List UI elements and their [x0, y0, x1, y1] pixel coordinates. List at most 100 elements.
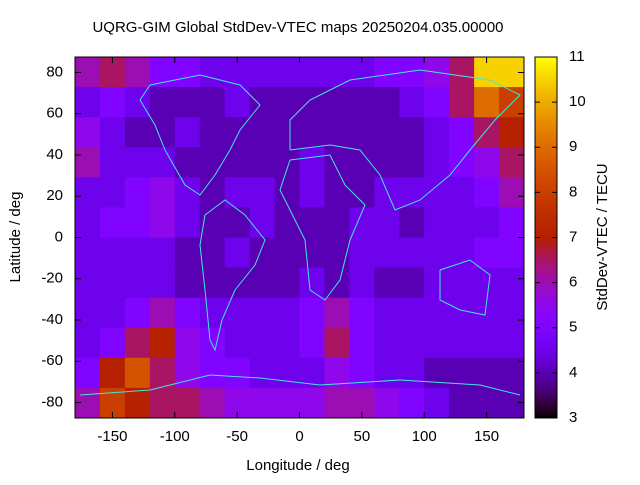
heatmap-cell — [249, 57, 276, 88]
coastlines — [79, 69, 521, 396]
heatmap-cell — [324, 57, 350, 88]
heatmap-cell — [299, 327, 325, 359]
heatmap-cell — [174, 357, 201, 389]
heatmap-cell — [374, 87, 400, 118]
heatmap-cell — [75, 387, 101, 419]
heatmap-cell — [149, 267, 176, 299]
colorbar-tick-label: 6 — [569, 274, 577, 291]
heatmap-cell — [349, 327, 375, 359]
heatmap-cell — [149, 147, 176, 178]
coastline — [279, 154, 366, 301]
heatmap-cell — [349, 237, 375, 269]
heatmap-cell — [324, 387, 350, 419]
heatmap-cell — [299, 297, 325, 329]
heatmap-cell — [499, 267, 525, 299]
heatmap-cell — [374, 387, 400, 419]
y-tick-label: 40 — [46, 146, 63, 163]
heatmap-cell — [174, 57, 201, 88]
heatmap-cell — [424, 357, 450, 389]
y-axis-label: Latitude / deg — [7, 192, 24, 283]
heatmap-cell — [274, 267, 300, 299]
coastline — [79, 374, 521, 396]
heatmap-cell — [424, 297, 450, 329]
heatmap-cell — [249, 387, 276, 419]
heatmap-cell — [374, 117, 400, 148]
heatmap-cell — [324, 117, 350, 148]
heatmap-cell — [224, 207, 251, 238]
y-tick-label: -20 — [41, 270, 63, 287]
coastline — [439, 259, 491, 316]
heatmap-cell — [224, 357, 251, 389]
heatmap-cell — [374, 297, 400, 329]
heatmap-cell — [274, 207, 300, 238]
coastline — [289, 69, 521, 211]
heatmap-cell — [274, 357, 300, 389]
heatmap-cell — [274, 87, 300, 118]
heatmap-cell — [174, 117, 201, 148]
heatmap-cell — [274, 147, 300, 178]
heatmap-cell — [124, 357, 151, 389]
heatmap-cell — [449, 297, 475, 329]
coastline — [199, 199, 266, 352]
heatmap-cell — [374, 207, 400, 238]
heatmap-cell — [449, 57, 475, 88]
heatmap-cell — [124, 177, 151, 208]
heatmap-cell — [174, 327, 201, 359]
colorbar-tick-label: 9 — [569, 138, 577, 155]
heatmap-cell — [249, 327, 276, 359]
heatmap-cell — [474, 117, 500, 148]
y-tick-label: 80 — [46, 63, 63, 80]
heatmap-cell — [274, 387, 300, 419]
heatmap-cell — [99, 117, 126, 148]
heatmap-cell — [99, 237, 126, 269]
heatmap-cell — [499, 177, 525, 208]
heatmap-cell — [299, 387, 325, 419]
heatmap-cell — [474, 237, 500, 269]
heatmap-cell — [449, 87, 475, 118]
y-tick-label: -60 — [41, 352, 63, 369]
heatmap-cell — [474, 207, 500, 238]
heatmap-cell — [324, 87, 350, 118]
y-tick-label: 20 — [46, 187, 63, 204]
heatmap-cell — [199, 57, 226, 88]
y-tick-label: -40 — [41, 311, 63, 328]
heatmap-cell — [99, 87, 126, 118]
colorbar-tick-label: 11 — [569, 48, 585, 65]
x-tick-label: -100 — [160, 428, 190, 445]
heatmap-cell — [399, 387, 425, 419]
heatmap-cell — [249, 297, 276, 329]
coastline — [139, 74, 261, 196]
heatmap-cell — [75, 357, 101, 389]
heatmap-cell — [424, 87, 450, 118]
heatmap-cell — [299, 267, 325, 299]
heatmap-cell — [75, 297, 101, 329]
heatmap-cell — [249, 117, 276, 148]
heatmap-cell — [124, 57, 151, 88]
heatmap-cell — [374, 57, 400, 88]
heatmap-cell — [299, 207, 325, 238]
heatmap-cell — [474, 147, 500, 178]
heatmap-cell — [324, 237, 350, 269]
heatmap-cell — [199, 237, 226, 269]
heatmap-cell — [75, 237, 101, 269]
heatmap-cell — [424, 387, 450, 419]
colorbar-tick-label: 3 — [569, 409, 577, 426]
heatmap-cell — [99, 327, 126, 359]
colorbar-tick-label: 10 — [569, 93, 586, 110]
heatmap-cell — [499, 117, 525, 148]
heatmap-cell — [349, 87, 375, 118]
heatmap-cell — [174, 147, 201, 178]
heatmap-cell — [75, 327, 101, 359]
heatmap-cell — [449, 237, 475, 269]
heatmap-cell — [424, 117, 450, 148]
heatmap-cell — [199, 357, 226, 389]
x-tick-label: -150 — [97, 428, 127, 445]
heatmap-cell — [174, 237, 201, 269]
heatmap-cell — [249, 177, 276, 208]
heatmap-cell — [75, 87, 101, 118]
heatmap-cell — [149, 327, 176, 359]
heatmap-cell — [199, 117, 226, 148]
x-tick-label: -50 — [226, 428, 248, 445]
heatmap-cell — [199, 327, 226, 359]
heatmap-cell — [474, 327, 500, 359]
